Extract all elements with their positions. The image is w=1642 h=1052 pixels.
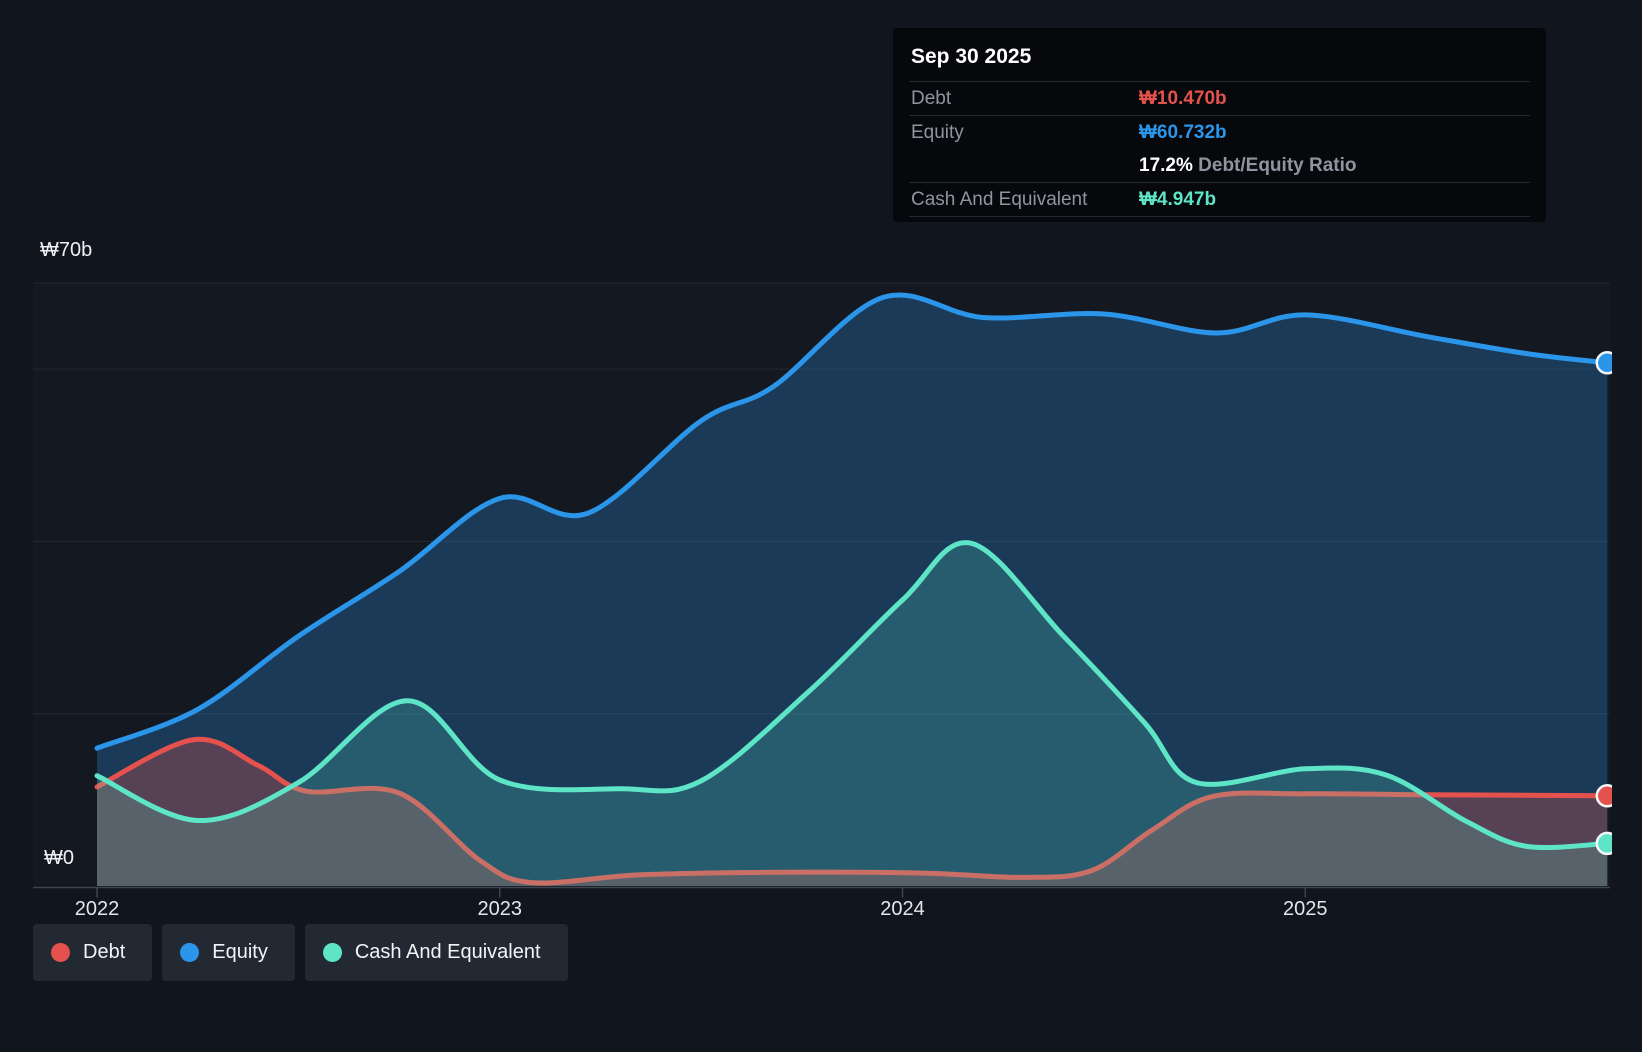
series-line-cash: [94, 540, 1610, 851]
series-end-dot-equity[interactable]: [1595, 351, 1618, 375]
x-axis-label-2024: 2024: [880, 898, 925, 920]
y-axis-label-max: ₩70b: [40, 239, 93, 261]
series-line-debt: [94, 736, 1610, 886]
legend-debt-label: Debt: [83, 941, 126, 963]
tooltip-row-ratio: 17.2% Debt/Equity Ratio: [909, 149, 1530, 182]
tooltip-equity-value: ₩60.732b: [1139, 121, 1227, 143]
debt-equity-ratio-value: 17.2%: [1139, 154, 1193, 176]
legend-item-debt[interactable]: Debt: [33, 924, 153, 981]
chart-tooltip: Sep 30 2025 Debt ₩10.470b Equity ₩60.732…: [893, 28, 1546, 222]
tooltip-cash-value: ₩4.947b: [1139, 188, 1217, 210]
x-axis-label-2025: 2025: [1283, 898, 1328, 920]
series-line-equity: [94, 292, 1610, 751]
series-area-equity: [97, 294, 1608, 886]
tooltip-date: Sep 30 2025: [911, 45, 1032, 68]
equity-legend-dot-icon: [180, 943, 200, 962]
debt-equity-ratio-label: Debt/Equity Ratio: [1192, 154, 1357, 176]
y-axis-label-zero: ₩0: [44, 847, 74, 869]
tooltip-cash-label: Cash And Equivalent: [911, 188, 1088, 210]
legend-cash-label: Cash And Equivalent: [354, 941, 541, 963]
tooltip-row-debt: Debt ₩10.470b: [909, 81, 1530, 115]
series-area-cash: [97, 542, 1608, 886]
tooltip-row-cash: Cash And Equivalent ₩4.947b: [909, 182, 1530, 217]
x-axis-label-2022: 2022: [74, 898, 120, 920]
legend-equity-label: Equity: [212, 941, 268, 963]
series-end-dot-cash[interactable]: [1595, 831, 1618, 856]
legend-item-equity[interactable]: Equity: [162, 924, 295, 981]
tooltip-row-equity: Equity ₩60.732b: [909, 115, 1530, 149]
x-axis-label-2023: 2023: [477, 898, 523, 920]
tooltip-equity-label: Equity: [911, 121, 964, 143]
chart-legend: Debt Equity Cash And Equivalent: [33, 924, 568, 981]
series-area-debt: [97, 739, 1608, 886]
legend-item-cash[interactable]: Cash And Equivalent: [304, 924, 568, 981]
cash-legend-dot-icon: [322, 943, 342, 962]
tooltip-debt-label: Debt: [911, 87, 952, 109]
series-end-dot-debt[interactable]: [1595, 784, 1618, 808]
tooltip-debt-value: ₩10.470b: [1139, 87, 1227, 109]
series-group: [94, 292, 1610, 886]
debt-legend-dot-icon: [51, 943, 70, 962]
